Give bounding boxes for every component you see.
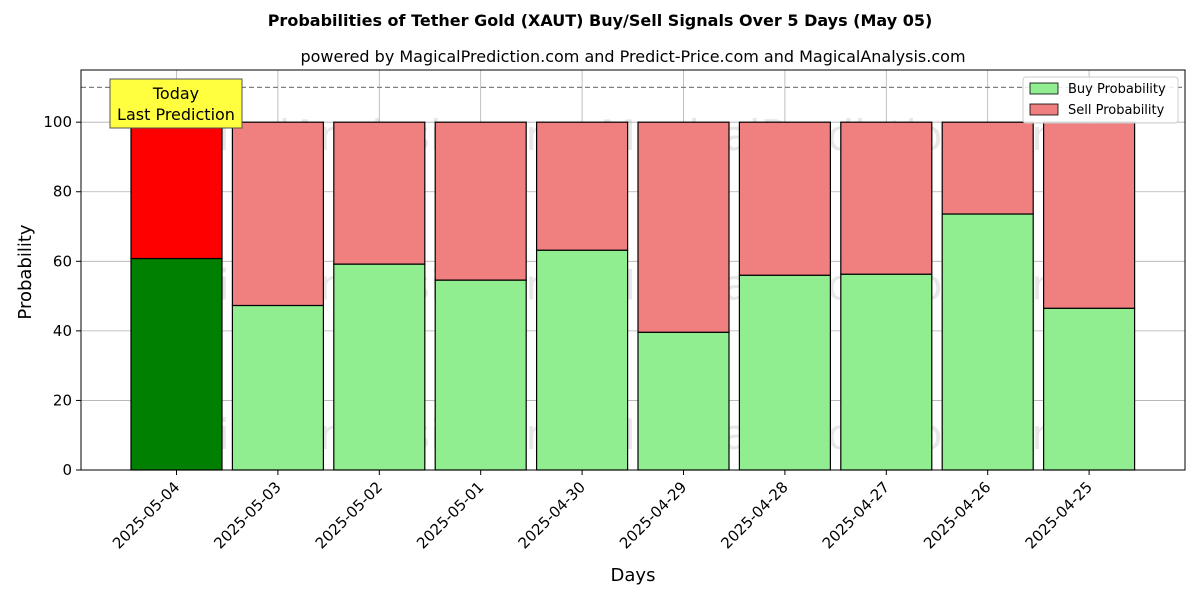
annotation-box bbox=[109, 78, 243, 129]
legend-box bbox=[1022, 76, 1179, 124]
bar-sell bbox=[941, 121, 1034, 215]
bar-sell bbox=[1042, 121, 1136, 309]
y-tick-label: 0 bbox=[62, 461, 72, 479]
legend-swatch-sell bbox=[1029, 103, 1059, 116]
x-tick-label: 2025-04-27 bbox=[819, 478, 893, 552]
x-tick-label: 2025-05-04 bbox=[109, 478, 183, 552]
bar-sell bbox=[434, 121, 527, 281]
legend: Buy Probability Sell Probability bbox=[1022, 76, 1179, 124]
bar-buy bbox=[941, 213, 1034, 471]
x-tick-label: 2025-05-01 bbox=[413, 478, 487, 552]
bar-buy bbox=[231, 304, 324, 471]
chart-title: Probabilities of Tether Gold (XAUT) Buy/… bbox=[268, 11, 933, 30]
bar-buy bbox=[1042, 307, 1136, 471]
bar-sell bbox=[637, 121, 730, 333]
x-tick-label: 2025-05-03 bbox=[210, 478, 284, 552]
legend-label-sell: Sell Probability bbox=[1068, 103, 1165, 118]
bar-sell bbox=[130, 121, 223, 260]
x-tick-label: 2025-04-28 bbox=[717, 478, 791, 552]
x-axis: 2025-05-04 2025-05-03 2025-05-02 2025-05-01… bbox=[109, 470, 1096, 552]
x-axis-label: Days bbox=[611, 565, 656, 586]
bar-sell bbox=[231, 121, 324, 307]
legend-swatch-buy bbox=[1029, 82, 1059, 95]
bar-sell bbox=[333, 121, 426, 265]
x-tick-label: 2025-04-25 bbox=[1022, 478, 1096, 552]
legend-label-buy: Buy Probability bbox=[1068, 82, 1166, 97]
annotation-line-1: Today bbox=[152, 84, 199, 103]
y-tick-label: 40 bbox=[53, 322, 72, 340]
y-axis: 0 20 40 60 80 100 bbox=[43, 113, 81, 479]
bar-sell bbox=[738, 121, 832, 276]
annotation-line-2: Last Prediction bbox=[117, 105, 235, 124]
y-tick-label: 80 bbox=[53, 183, 72, 201]
bar-buy bbox=[130, 257, 223, 471]
x-tick-label: 2025-04-30 bbox=[515, 478, 589, 552]
bar-buy bbox=[535, 249, 629, 471]
plot-frame bbox=[80, 69, 1186, 471]
y-tick-label: 60 bbox=[53, 252, 72, 270]
y-axis-label: Probability bbox=[15, 224, 36, 319]
bar-buy bbox=[840, 273, 933, 471]
x-tick-label: 2025-05-02 bbox=[312, 478, 386, 552]
x-tick-label: 2025-04-29 bbox=[616, 478, 690, 552]
bars bbox=[130, 121, 1136, 471]
bar-sell bbox=[535, 121, 629, 251]
bar-buy bbox=[434, 279, 527, 471]
bar-buy bbox=[333, 263, 426, 471]
chart-subtitle: powered by MagicalPrediction.com and Pre… bbox=[300, 47, 965, 66]
bar-sell bbox=[840, 121, 933, 275]
today-annotation: Today Last Prediction bbox=[109, 78, 243, 129]
bar-buy bbox=[637, 331, 730, 471]
y-tick-label: 100 bbox=[43, 113, 72, 131]
x-tick-label: 2025-04-26 bbox=[920, 478, 994, 552]
bar-buy bbox=[738, 274, 832, 471]
y-tick-label: 20 bbox=[53, 391, 72, 409]
